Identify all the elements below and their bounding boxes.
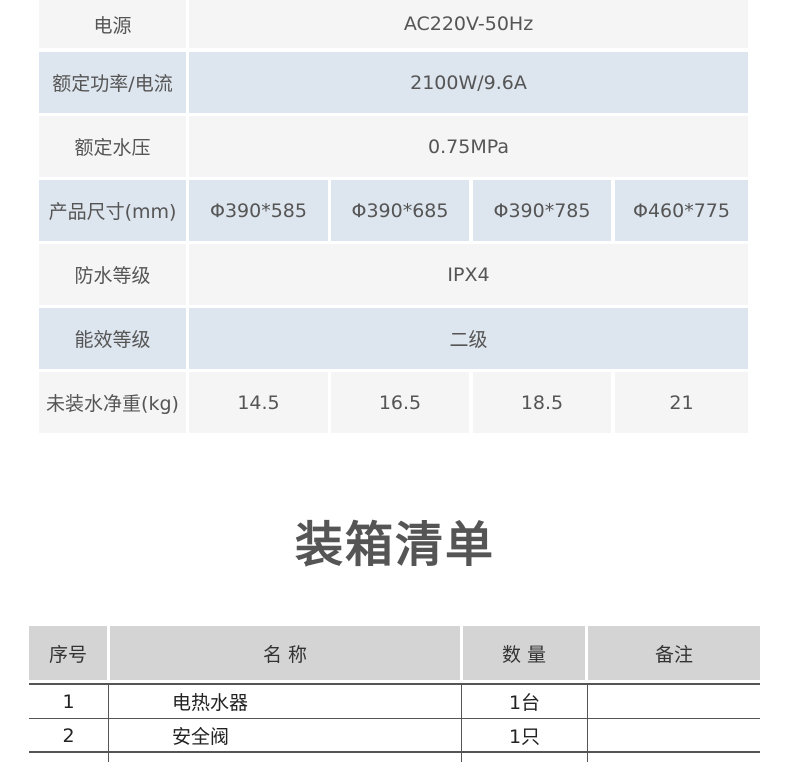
spec-value: 2100W/9.6A bbox=[189, 52, 748, 113]
spec-value: Φ460*775 bbox=[615, 180, 748, 241]
spec-value: 18.5 bbox=[473, 372, 611, 433]
row-no: 1 bbox=[62, 690, 75, 713]
spec-label: 额定功率/电流 bbox=[39, 52, 186, 113]
spec-value: 21 bbox=[615, 372, 748, 433]
spec-value: IPX4 bbox=[189, 244, 748, 305]
row-qty: 1台 bbox=[508, 692, 541, 714]
header-name: 名 称 bbox=[110, 626, 460, 680]
divider bbox=[587, 684, 588, 762]
section-title: 装箱清单 bbox=[294, 517, 495, 573]
spec-value: Φ390*785 bbox=[473, 180, 611, 241]
divider bbox=[29, 718, 760, 719]
divider bbox=[29, 683, 760, 685]
divider bbox=[461, 684, 462, 762]
spec-value: Φ390*585 bbox=[189, 180, 328, 241]
spec-value: AC220V-50Hz bbox=[189, 0, 748, 48]
row-note bbox=[588, 685, 760, 718]
row-qty: 1只 bbox=[508, 726, 541, 748]
spec-label: 额定水压 bbox=[39, 116, 186, 177]
divider bbox=[108, 684, 109, 762]
spec-label: 电源 bbox=[39, 0, 186, 48]
spec-value: 二级 bbox=[189, 308, 748, 369]
row-no: 2 bbox=[62, 724, 75, 747]
spec-label: 产品尺寸(mm) bbox=[39, 180, 186, 241]
spec-value: 14.5 bbox=[189, 372, 328, 433]
row-name: 安全阀 bbox=[172, 726, 230, 748]
divider bbox=[29, 751, 760, 753]
row-name: 电热水器 bbox=[172, 692, 249, 714]
spec-label: 能效等级 bbox=[39, 308, 186, 369]
header-no: 序号 bbox=[29, 626, 107, 680]
spec-value: Φ390*685 bbox=[331, 180, 469, 241]
header-qty: 数 量 bbox=[463, 626, 585, 680]
spec-value: 0.75MPa bbox=[189, 116, 748, 177]
spec-label: 防水等级 bbox=[39, 244, 186, 305]
spec-label: 未装水净重(kg) bbox=[39, 372, 186, 433]
spec-value: 16.5 bbox=[331, 372, 469, 433]
row-note bbox=[588, 719, 760, 752]
header-note: 备注 bbox=[588, 626, 760, 680]
